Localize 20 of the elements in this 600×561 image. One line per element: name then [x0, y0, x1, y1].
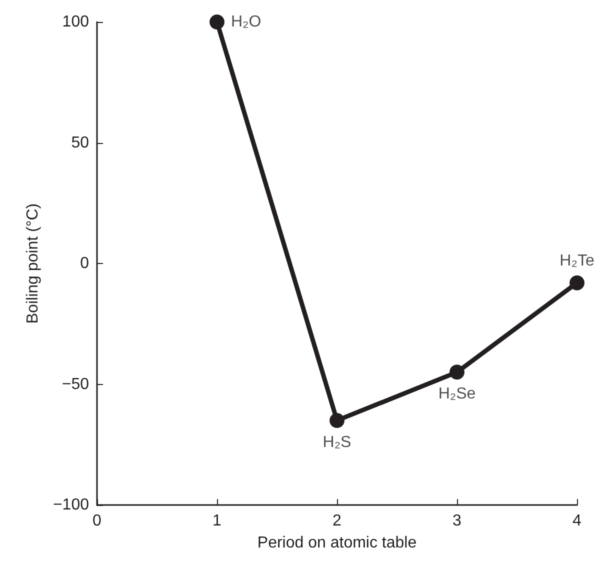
point: [450, 364, 464, 380]
y-tick-label: 100: [62, 14, 90, 30]
x-tick-label: 1: [212, 512, 222, 530]
y-tick-label: −100: [52, 496, 90, 514]
x-tick-label: 4: [572, 512, 582, 530]
y-tick-label: 0: [80, 255, 90, 272]
annotation: H₂Te: [560, 252, 594, 270]
annotation: H₂S: [322, 434, 352, 451]
y-tick-label: −50: [62, 376, 90, 393]
y-axis-title: Boiling point (°C): [24, 203, 42, 324]
point: [330, 412, 344, 428]
y-tick-label: 50: [71, 134, 90, 152]
x-tick-label: 3: [452, 512, 462, 530]
x-axis-title: Period on atomic table: [257, 534, 417, 552]
x-tick-label: 2: [332, 512, 342, 530]
annotation: H₂O: [231, 14, 262, 30]
x-tick-label: 0: [92, 512, 102, 530]
annotation: H₂Se: [438, 386, 476, 403]
point: [210, 14, 224, 30]
point: [570, 275, 584, 290]
